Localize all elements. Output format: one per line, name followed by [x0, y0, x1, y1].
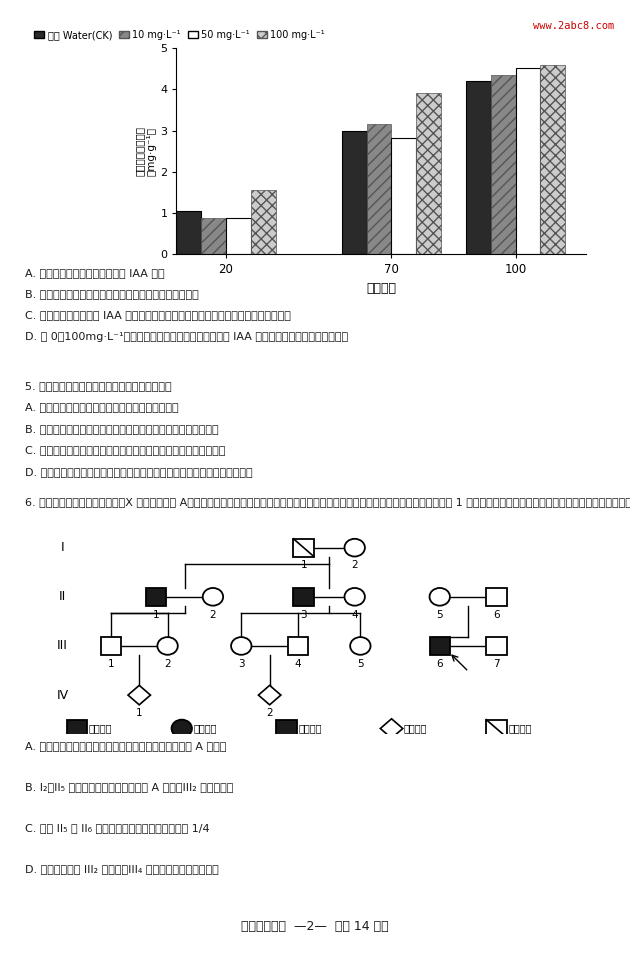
Text: 正常男性: 正常男性	[89, 724, 112, 733]
Text: 示已死亡: 示已死亡	[508, 724, 532, 733]
Circle shape	[158, 637, 178, 655]
Bar	[515, 68, 541, 254]
Text: A. 该家系患者发病原因为常染色体基因显性突变或基因 A 的缺失: A. 该家系患者发病原因为常染色体基因显性突变或基因 A 的缺失	[25, 740, 227, 751]
Bar	[67, 720, 87, 737]
Circle shape	[231, 637, 251, 655]
Text: B. 该实验的因变量是空心莲子草根系中可溶性蛋白质含量: B. 该实验的因变量是空心莲子草根系中可溶性蛋白质含量	[25, 289, 199, 299]
Polygon shape	[258, 685, 281, 705]
Text: 2: 2	[210, 610, 216, 619]
Bar	[146, 588, 166, 606]
Circle shape	[430, 588, 450, 606]
Circle shape	[203, 588, 223, 606]
Text: I: I	[61, 541, 64, 554]
Text: III: III	[57, 639, 68, 653]
Text: 2: 2	[352, 561, 358, 570]
Text: 6: 6	[437, 659, 443, 669]
Text: B. I₂、II₅ 能检测到与患者相同的基因 A 片段，III₂ 不能检测到: B. I₂、II₅ 能检测到与患者相同的基因 A 片段，III₂ 不能检测到	[25, 781, 234, 792]
Bar	[430, 637, 450, 655]
Text: 1: 1	[153, 610, 159, 619]
Text: B. 调查森林中乔木和灌木的种群密度，两者的样方大小必须一致: B. 调查森林中乔木和灌木的种群密度，两者的样方大小必须一致	[25, 424, 219, 434]
Text: 4: 4	[352, 610, 358, 619]
Bar	[201, 219, 226, 254]
Text: IV: IV	[57, 688, 69, 702]
Circle shape	[345, 588, 365, 606]
X-axis label: 生长天数: 生长天数	[366, 282, 396, 295]
Text: www.2abc8.com: www.2abc8.com	[533, 21, 614, 31]
Bar	[486, 637, 507, 655]
Text: 2: 2	[164, 659, 171, 669]
Text: A. 对照组根系的生命活动也受到 IAA 调节: A. 对照组根系的生命活动也受到 IAA 调节	[25, 268, 165, 277]
Y-axis label: 可溶性蛋白质含量
（mg·g⁻¹）: 可溶性蛋白质含量 （mg·g⁻¹）	[134, 126, 156, 177]
Text: 7: 7	[493, 659, 500, 669]
Polygon shape	[381, 719, 403, 738]
Text: II: II	[59, 590, 66, 603]
Bar	[294, 539, 314, 557]
Text: 1: 1	[108, 659, 114, 669]
Text: D. 若生育，建议 III₂ 生女儿，III₄ 不需要考虑子代性别因素: D. 若生育，建议 III₂ 生女儿，III₄ 不需要考虑子代性别因素	[25, 864, 219, 875]
Text: 6: 6	[493, 610, 500, 619]
Bar	[391, 138, 416, 254]
Bar	[277, 720, 297, 737]
Bar	[226, 219, 251, 254]
Text: D. 进行湖泊中水禽的数量调查时，样方应设置在近岸浅水、水草丰富的区域: D. 进行湖泊中水禽的数量调查时，样方应设置在近岸浅水、水草丰富的区域	[25, 467, 253, 477]
Bar	[486, 588, 507, 606]
Text: 患者男性: 患者男性	[299, 724, 322, 733]
Bar	[288, 637, 308, 655]
Text: 2: 2	[266, 708, 273, 718]
Bar	[176, 211, 201, 254]
Text: C. 对叶片进行不同浓度 IAA 处理时，需保证嘱施天数、每天嘱施次数及溶液用量一致: C. 对叶片进行不同浓度 IAA 处理时，需保证嘱施天数、每天嘱施次数及溶液用量…	[25, 310, 291, 321]
Text: A. 标志重捕法研究期间，种群最好没有迁人和迁出: A. 标志重捕法研究期间，种群最好没有迁人和迁出	[25, 402, 179, 413]
Bar	[491, 75, 515, 254]
Text: D. 在 0－100mg·L⁻¹范围内设置更小的浓度梯度，可确定 IAA 促进根系合成蛋白质的最适浓度: D. 在 0－100mg·L⁻¹范围内设置更小的浓度梯度，可确定 IAA 促进根…	[25, 332, 348, 342]
Bar	[541, 64, 565, 254]
Text: C. 标志重捕法必须保证所标记种群在整个调查区域内是均匀分布的: C. 标志重捕法必须保证所标记种群在整个调查区域内是均匀分布的	[25, 445, 226, 455]
Text: 3: 3	[238, 659, 244, 669]
Circle shape	[345, 539, 365, 557]
Bar	[294, 588, 314, 606]
Polygon shape	[128, 685, 151, 705]
Bar	[342, 132, 367, 254]
Text: 1: 1	[136, 708, 142, 718]
Text: 3: 3	[301, 610, 307, 619]
Text: 高三理科综合  —2—  （共 14 页）: 高三理科综合 —2— （共 14 页）	[241, 920, 389, 932]
Circle shape	[171, 720, 192, 737]
Bar	[486, 720, 507, 737]
Text: 5. 下列有关种群密度调查方法的说法，正确的是: 5. 下列有关种群密度调查方法的说法，正确的是	[25, 381, 172, 391]
Legend: 清水 Water(CK), 10 mg·L⁻¹, 50 mg·L⁻¹, 100 mg·L⁻¹: 清水 Water(CK), 10 mg·L⁻¹, 50 mg·L⁻¹, 100 …	[30, 26, 329, 44]
Bar	[251, 190, 276, 254]
Text: 正常女性: 正常女性	[193, 724, 217, 733]
Bar	[367, 125, 391, 254]
Circle shape	[350, 637, 370, 655]
Text: 4: 4	[295, 659, 301, 669]
Bar	[416, 93, 441, 254]
Text: 6. 鱼鳞病是一种遗传性皮肤病，X 染色体上基因 A（编码类固醇硫酸酯酶）的缺失或隐性突变、常染色体某基因显性突变都可能导致此病。图 1 为该病患者家系图（图示: 6. 鱼鳞病是一种遗传性皮肤病，X 染色体上基因 A（编码类固醇硫酸酯酶）的缺失…	[25, 496, 630, 507]
Text: 性别待定: 性别待定	[403, 724, 427, 733]
Text: 5: 5	[357, 659, 364, 669]
Text: 1: 1	[301, 561, 307, 570]
Text: C. 如果 II₅ 与 II₆ 再生一男孩，该孩子患病概率为 1/4: C. 如果 II₅ 与 II₆ 再生一男孩，该孩子患病概率为 1/4	[25, 823, 210, 833]
Text: 5: 5	[437, 610, 443, 619]
Bar	[101, 637, 121, 655]
Bar	[466, 81, 491, 254]
